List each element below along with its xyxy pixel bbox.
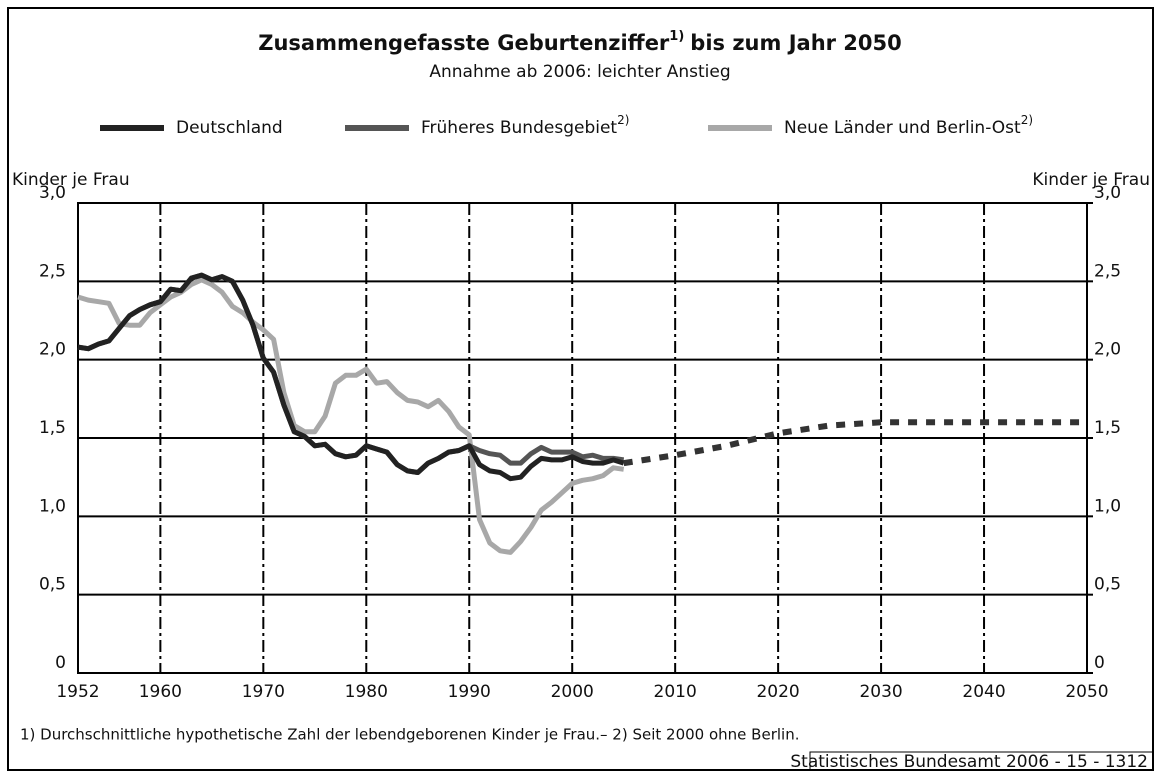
legend-note: 2) bbox=[617, 113, 629, 127]
source-box bbox=[809, 751, 1154, 771]
x-tick-label: 1960 bbox=[139, 682, 182, 702]
y2-tick-label: 0 bbox=[1094, 653, 1105, 673]
chart-title: Zusammengefasste Geburtenziffer1) bis zum… bbox=[258, 29, 902, 56]
subtitle: Annahme ab 2006: leichter Anstieg bbox=[429, 62, 730, 82]
legend-name: Neue Länder und Berlin-Ost bbox=[784, 118, 1021, 138]
x-tick-label: 2020 bbox=[756, 682, 799, 702]
x-tick-label: 2010 bbox=[654, 682, 697, 702]
x-tick-label: 1980 bbox=[345, 682, 388, 702]
series-line bbox=[77, 272, 625, 482]
x-tick-label: 2030 bbox=[859, 682, 902, 702]
y-tick-label: 3,0 bbox=[39, 183, 66, 203]
y2-tick-label: 0,5 bbox=[1094, 575, 1121, 595]
y-tick-label: 2,5 bbox=[39, 261, 66, 281]
legend-name: Früheres Bundesgebiet bbox=[421, 118, 617, 138]
legend-label: Früheres Bundesgebiet2) bbox=[421, 113, 629, 139]
y-tick-label: 1,0 bbox=[39, 496, 66, 516]
x-tick-label: 1990 bbox=[448, 682, 491, 702]
footnote: 1) Durchschnittliche hypothetische Zahl … bbox=[20, 726, 799, 744]
legend-label: Deutschland bbox=[176, 118, 283, 138]
x-tick-label: 2040 bbox=[962, 682, 1005, 702]
legend-note: 2) bbox=[1021, 113, 1033, 127]
y-tick-label: 1,5 bbox=[39, 418, 66, 438]
x-tick-label: 2000 bbox=[551, 682, 594, 702]
legend-label: Neue Länder und Berlin-Ost2) bbox=[784, 113, 1033, 139]
y2-tick-label: 1,0 bbox=[1094, 496, 1121, 516]
y-axis-label: Kinder je Frau bbox=[12, 170, 130, 190]
y-tick-label: 0,5 bbox=[39, 575, 66, 595]
y2-axis-label: Kinder je Frau bbox=[1032, 170, 1150, 190]
y2-tick-label: 3,0 bbox=[1094, 183, 1121, 203]
y-tick-label: 0 bbox=[55, 653, 66, 673]
y2-tick-label: 2,0 bbox=[1094, 340, 1121, 360]
title-text: Zusammengefasste Geburtenziffer bbox=[258, 31, 670, 55]
x-tick-label: 1970 bbox=[242, 682, 285, 702]
x-tick-label: 1952 bbox=[56, 682, 99, 702]
projection-line bbox=[623, 419, 1087, 467]
title-note: 1) bbox=[669, 29, 684, 44]
x-tick-label: 2050 bbox=[1065, 682, 1108, 702]
y-tick-label: 2,0 bbox=[39, 340, 66, 360]
title-end: bis zum Jahr 2050 bbox=[690, 31, 901, 55]
frame bbox=[7, 7, 1154, 771]
legend-name: Deutschland bbox=[176, 118, 283, 138]
plot-border bbox=[77, 202, 1088, 674]
y2-tick-label: 1,5 bbox=[1094, 418, 1121, 438]
series-line bbox=[77, 277, 625, 555]
y2-tick-label: 2,5 bbox=[1094, 261, 1121, 281]
source: Statistisches Bundesamt 2006 - 15 - 1312 bbox=[790, 752, 1148, 772]
